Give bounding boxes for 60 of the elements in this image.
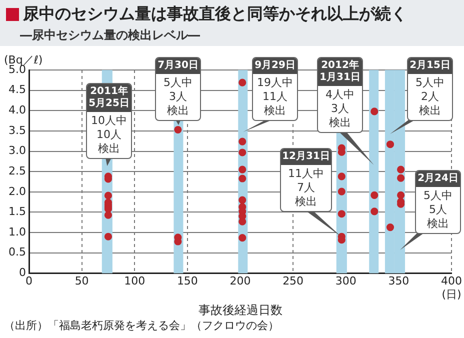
annotation: 5人中3人検出: [162, 76, 194, 118]
x-tick-label: 400 (日): [441, 274, 462, 301]
point: [238, 196, 246, 204]
annotation: 19人中11人検出: [256, 76, 294, 118]
annotation: 5人中2人検出: [414, 76, 446, 118]
band-label: 2月15日: [408, 60, 452, 72]
point: [104, 192, 112, 200]
point: [386, 140, 394, 148]
chart-title: 尿中のセシウム量は事故直後と同等かそれ以上が続く: [23, 4, 407, 25]
point: [238, 148, 246, 156]
y-tick-label: 4.0: [8, 104, 26, 116]
point: [174, 126, 182, 134]
point: [238, 78, 246, 86]
y-tick-label: 4.5: [8, 83, 26, 96]
annotation: 4人中3人検出: [324, 88, 356, 130]
point: [238, 138, 246, 146]
x-tick-label: 300: [335, 274, 356, 288]
y-tick-label: 1.5: [8, 205, 26, 218]
y-tick-label: 1.0: [8, 225, 26, 238]
y-tick-label: 0.5: [8, 246, 26, 259]
y-tick-label: 0: [19, 266, 26, 280]
x-tick-label: 150: [176, 274, 198, 288]
annotation: 5人中5人検出: [422, 189, 454, 231]
point: [338, 172, 346, 180]
y-axis-title: (Bq／ℓ): [4, 53, 43, 66]
point: [238, 166, 246, 174]
point: [238, 218, 246, 226]
point: [397, 174, 405, 182]
band-label: 2012年 1月31日: [318, 60, 362, 84]
point: [238, 174, 246, 182]
point: [338, 210, 346, 218]
point: [104, 232, 112, 240]
point: [238, 234, 246, 242]
text: （出所）「福島老朽原発を考える会」（フクロウの会）: [4, 318, 279, 333]
point: [370, 208, 378, 216]
band-label: 2011年 5月25日: [87, 86, 131, 110]
x-tick-label: 350: [388, 274, 410, 288]
band-label: 12月31日: [281, 151, 331, 163]
band-label: 7月30日: [156, 60, 200, 72]
y-tick-label: 2.5: [8, 164, 26, 178]
point: [386, 223, 394, 232]
annotation: 11人中7人検出: [287, 167, 325, 209]
point: [370, 108, 378, 116]
annotation: 10人中10人検出: [90, 114, 128, 156]
y-tick-label: 3.5: [8, 124, 26, 137]
band-label: 9月29日: [253, 60, 297, 72]
band-label: 2月24日: [416, 173, 460, 185]
point: [338, 188, 346, 196]
x-tick-label: 100: [124, 274, 146, 288]
x-tick-label: 50: [74, 274, 89, 288]
chart-subtitle: ―尿中セシウム量の検出レベル―: [20, 27, 201, 44]
point: [370, 191, 378, 199]
point: [104, 211, 112, 219]
point: [397, 166, 405, 174]
x-tick-label: 250: [282, 274, 304, 288]
x-tick-label: 200: [230, 274, 251, 288]
point: [397, 191, 405, 199]
y-tick-label: 3.0: [8, 144, 26, 158]
y-tick-label: 2.0: [8, 184, 26, 198]
x-axis-title: 事故後経過日数: [198, 302, 282, 317]
